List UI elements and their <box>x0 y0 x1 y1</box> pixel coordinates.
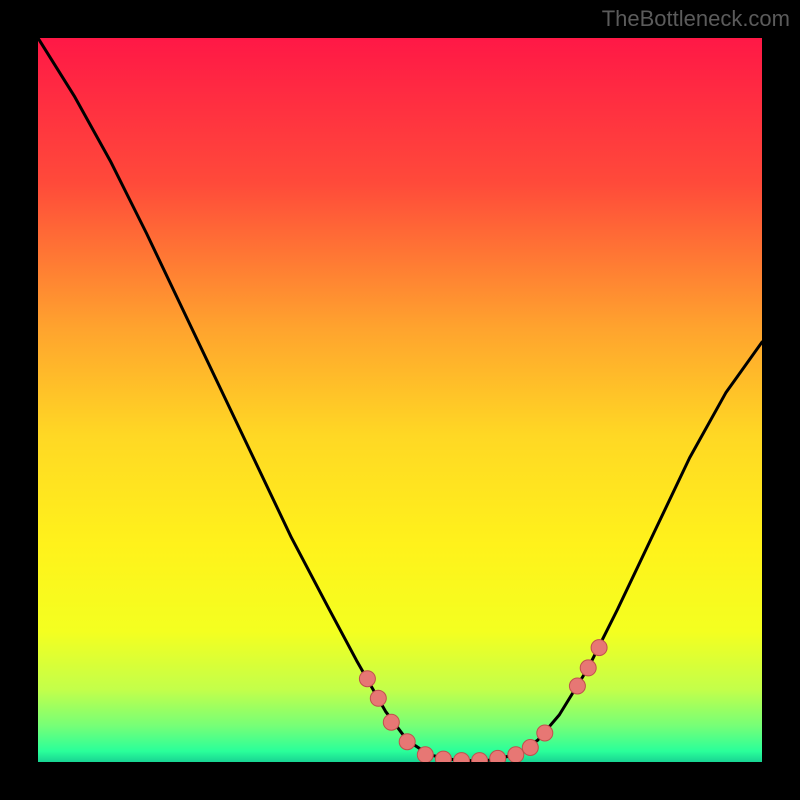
data-marker <box>435 751 451 762</box>
data-marker <box>383 714 399 730</box>
data-marker <box>569 678 585 694</box>
data-marker <box>417 747 433 762</box>
data-marker <box>359 671 375 687</box>
plot-area <box>38 38 762 762</box>
watermark-text: TheBottleneck.com <box>602 6 790 32</box>
data-marker <box>591 640 607 656</box>
data-marker <box>472 753 488 762</box>
data-marker <box>399 734 415 750</box>
chart-frame: TheBottleneck.com <box>0 0 800 800</box>
data-marker <box>454 753 470 762</box>
data-marker <box>522 740 538 756</box>
curve-layer <box>38 38 762 762</box>
data-marker <box>580 660 596 676</box>
bottleneck-curve <box>38 38 762 761</box>
data-marker <box>490 750 506 762</box>
data-marker <box>537 725 553 741</box>
data-marker <box>508 747 524 762</box>
data-marker <box>370 690 386 706</box>
